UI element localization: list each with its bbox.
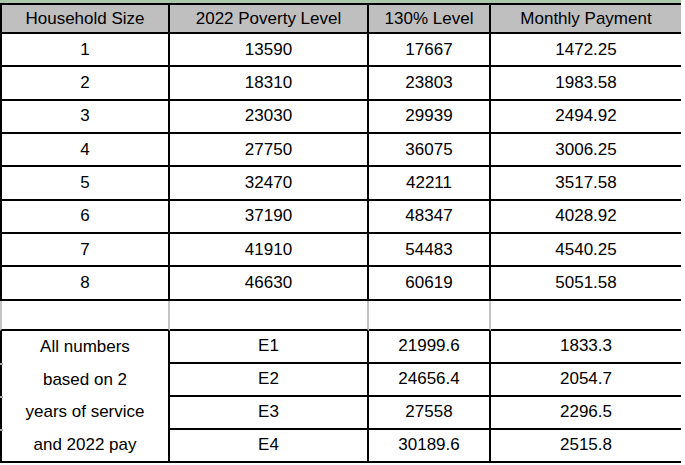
table-cell[interactable]: 21999.6: [369, 331, 491, 364]
table-cell[interactable]: E1: [170, 331, 369, 364]
table-cell[interactable]: 17667: [369, 34, 491, 67]
table-cell[interactable]: 2515.8: [491, 430, 681, 463]
table-cell[interactable]: 5: [0, 167, 170, 200]
table-cell[interactable]: 60619: [369, 267, 491, 300]
note-line: and 2022 pay: [2, 428, 168, 461]
header-cell-130-percent-level[interactable]: 130% Level: [369, 3, 491, 34]
table-cell[interactable]: 30189.6: [369, 430, 491, 463]
table-cell[interactable]: 1833.3: [491, 331, 681, 364]
table-cell[interactable]: 8: [0, 267, 170, 300]
table-cell[interactable]: 2: [0, 67, 170, 100]
gridline-tick: [0, 429, 3, 431]
table-cell[interactable]: 2494.92: [491, 101, 681, 134]
gridline-tick: [0, 363, 3, 365]
table-cell[interactable]: E4: [170, 430, 369, 463]
table-cell[interactable]: 4: [0, 134, 170, 167]
header-cell-monthly-payment[interactable]: Monthly Payment: [491, 3, 681, 34]
note-line: years of service: [2, 396, 168, 429]
spreadsheet-viewport: Household Size 2022 Poverty Level 130% L…: [0, 0, 685, 465]
empty-cell[interactable]: [369, 301, 491, 331]
table-cell[interactable]: 4028.92: [491, 201, 681, 234]
table-cell[interactable]: 2054.7: [491, 364, 681, 397]
table-cell[interactable]: 1472.25: [491, 34, 681, 67]
note-cell[interactable]: All numbers based on 2 years of service …: [0, 331, 170, 463]
table-cell[interactable]: 2296.5: [491, 397, 681, 430]
table-cell[interactable]: 7: [0, 234, 170, 267]
table-cell[interactable]: 27750: [170, 134, 369, 167]
table-cell[interactable]: 46630: [170, 267, 369, 300]
gridline-tick: [0, 396, 3, 398]
table-cell[interactable]: 29939: [369, 101, 491, 134]
table-cell[interactable]: 13590: [170, 34, 369, 67]
table-cell[interactable]: 3006.25: [491, 134, 681, 167]
table-cell[interactable]: 24656.4: [369, 364, 491, 397]
note-line: All numbers: [2, 331, 168, 364]
table-cell[interactable]: 1: [0, 34, 170, 67]
table-cell[interactable]: 36075: [369, 134, 491, 167]
table-cell[interactable]: E3: [170, 397, 369, 430]
table-cell[interactable]: 6: [0, 201, 170, 234]
table-cell[interactable]: 54483: [369, 234, 491, 267]
table-cell[interactable]: 4540.25: [491, 234, 681, 267]
table-cell[interactable]: 32470: [170, 167, 369, 200]
table-cell[interactable]: 42211: [369, 167, 491, 200]
table-cell[interactable]: 23030: [170, 101, 369, 134]
table-cell[interactable]: 18310: [170, 67, 369, 100]
table-cell[interactable]: 37190: [170, 201, 369, 234]
header-cell-2022-poverty-level[interactable]: 2022 Poverty Level: [170, 3, 369, 34]
table-cell[interactable]: 23803: [369, 67, 491, 100]
poverty-level-table: Household Size 2022 Poverty Level 130% L…: [0, 3, 681, 462]
header-cell-household-size[interactable]: Household Size: [0, 3, 170, 34]
table-cell[interactable]: 3: [0, 101, 170, 134]
empty-cell[interactable]: [170, 301, 369, 331]
table-cell[interactable]: E2: [170, 364, 369, 397]
empty-cell[interactable]: [0, 301, 170, 331]
table-cell[interactable]: 5051.58: [491, 267, 681, 300]
table-cell[interactable]: 41910: [170, 234, 369, 267]
table-cell[interactable]: 1983.58: [491, 67, 681, 100]
table-cell[interactable]: 3517.58: [491, 167, 681, 200]
empty-cell[interactable]: [491, 301, 681, 331]
table-cell[interactable]: 27558: [369, 397, 491, 430]
table-cell[interactable]: 48347: [369, 201, 491, 234]
note-line: based on 2: [2, 363, 168, 396]
